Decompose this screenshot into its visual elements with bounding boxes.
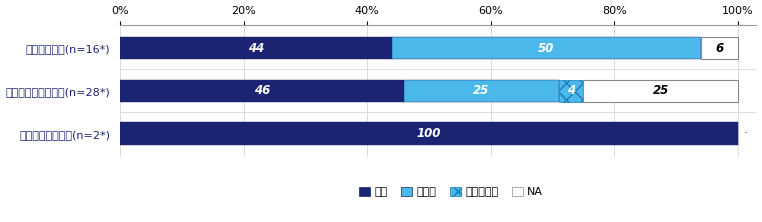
Bar: [120, 80, 405, 102]
Text: 50: 50: [538, 42, 555, 55]
Text: 25: 25: [473, 84, 490, 97]
Text: 100: 100: [417, 127, 441, 140]
Text: ·: ·: [744, 127, 748, 140]
Text: 25: 25: [652, 84, 669, 97]
Text: 44: 44: [248, 42, 264, 55]
Bar: [120, 122, 738, 145]
Bar: [392, 37, 701, 59]
Bar: [405, 80, 559, 102]
Bar: [120, 37, 392, 59]
Bar: [701, 37, 738, 59]
Bar: [584, 80, 738, 102]
Legend: はい, いいえ, わからない, NA: はい, いいえ, わからない, NA: [354, 183, 548, 202]
Text: 4: 4: [567, 84, 575, 97]
Bar: [559, 80, 584, 102]
Text: 46: 46: [254, 84, 271, 97]
Text: 6: 6: [716, 42, 723, 55]
